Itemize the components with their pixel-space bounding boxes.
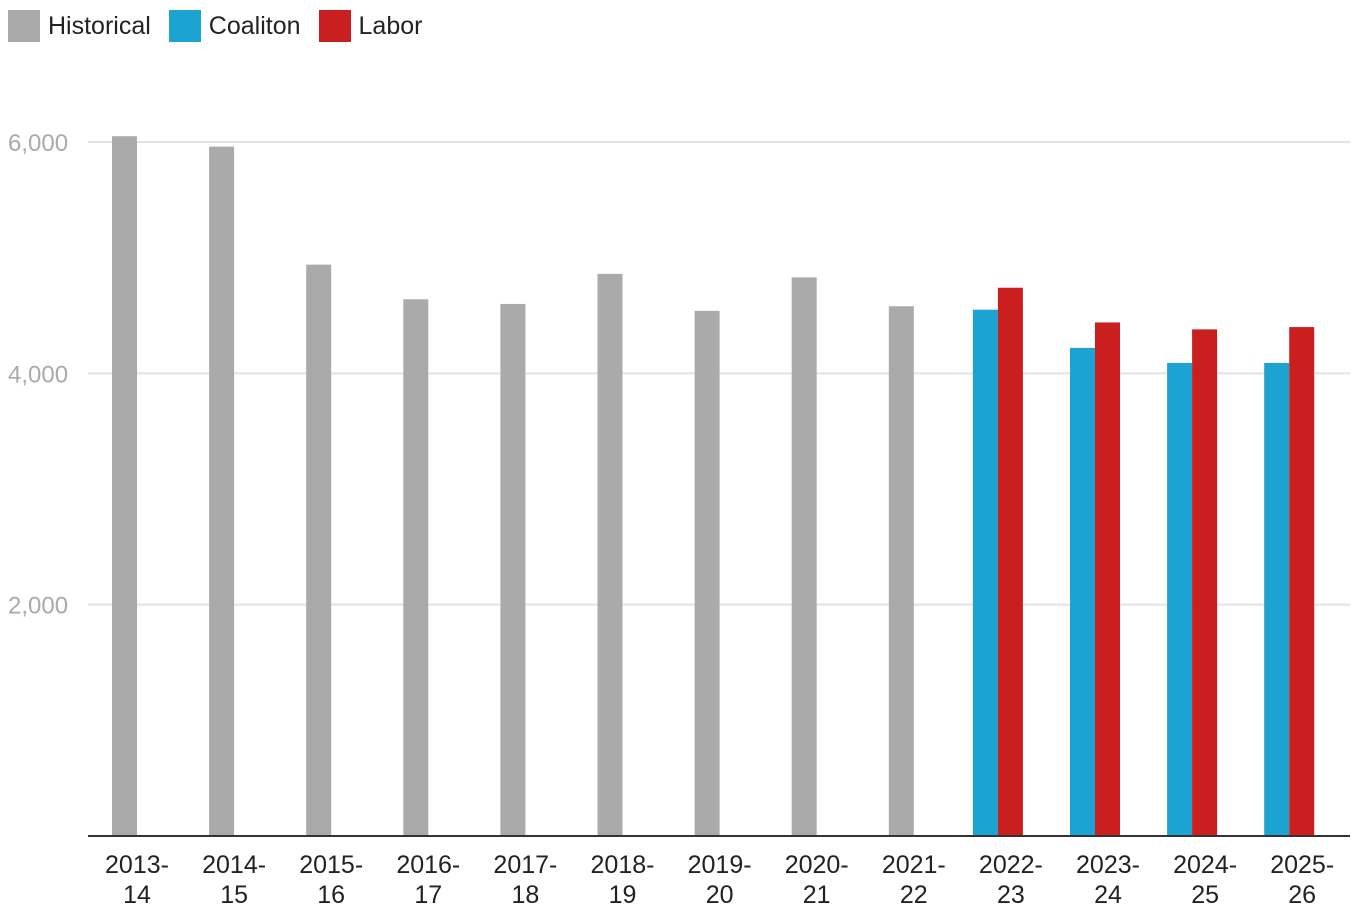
bar-labor-2023-24 [1095,322,1120,836]
x-tick-label: 2022-23 [979,851,1043,909]
y-tick-label: 4,000 [8,361,68,388]
legend-label-coaliton: Coaliton [208,11,301,40]
x-tick-label: 2018-19 [591,851,655,909]
x-tick-label: 2023-24 [1076,851,1140,909]
y-tick-label: 6,000 [8,130,68,157]
bar-historical-2017-18 [500,303,526,836]
bar-coaliton-2025-26 [1264,362,1290,836]
bar-historical-2015-16 [306,264,332,836]
x-tick-label: 2020-21 [785,851,849,909]
legend-swatch-coaliton [168,10,201,42]
legend-label-historical: Historical [48,11,151,40]
x-tick-label: 2021-22 [882,851,946,909]
legend-swatch-labor [318,10,351,42]
bar-historical-2019-20 [694,310,720,837]
x-tick-label: 2014-15 [202,851,266,909]
bar-coaliton-2024-25 [1167,362,1193,836]
x-tick-label: 2017-18 [493,851,557,909]
x-tick-label: 2024-25 [1173,851,1237,909]
legend: Historical Coaliton Labor [8,8,440,44]
x-tick-label: 2013-14 [105,851,169,909]
legend-label-labor: Labor [358,11,423,40]
bar-historical-2020-21 [791,277,817,837]
x-tick-label: 2019-20 [688,851,752,909]
y-tick-label: 2,000 [8,593,68,620]
bar-labor-2022-23 [997,287,1023,836]
bar-historical-2016-17 [403,299,429,837]
bar-historical-2018-19 [597,273,623,836]
x-tick-label: 2025-26 [1270,851,1334,909]
bar-coaliton-2022-23 [972,309,998,836]
legend-item-labor[interactable]: Labor [318,10,423,42]
bar-labor-2024-25 [1192,329,1218,836]
legend-swatch-historical [8,10,40,42]
bar-historical-2014-15 [209,146,235,837]
bar-historical-2021-22 [888,306,914,836]
bar-historical-2013-14 [112,136,137,836]
x-tick-label: 2015-16 [299,851,363,909]
legend-item-coaliton[interactable]: Coaliton [168,10,301,42]
x-tick-label: 2016-17 [396,851,460,909]
legend-item-historical[interactable]: Historical [8,10,151,42]
bar-labor-2025-26 [1289,327,1315,836]
bar-coaliton-2023-24 [1070,347,1095,836]
